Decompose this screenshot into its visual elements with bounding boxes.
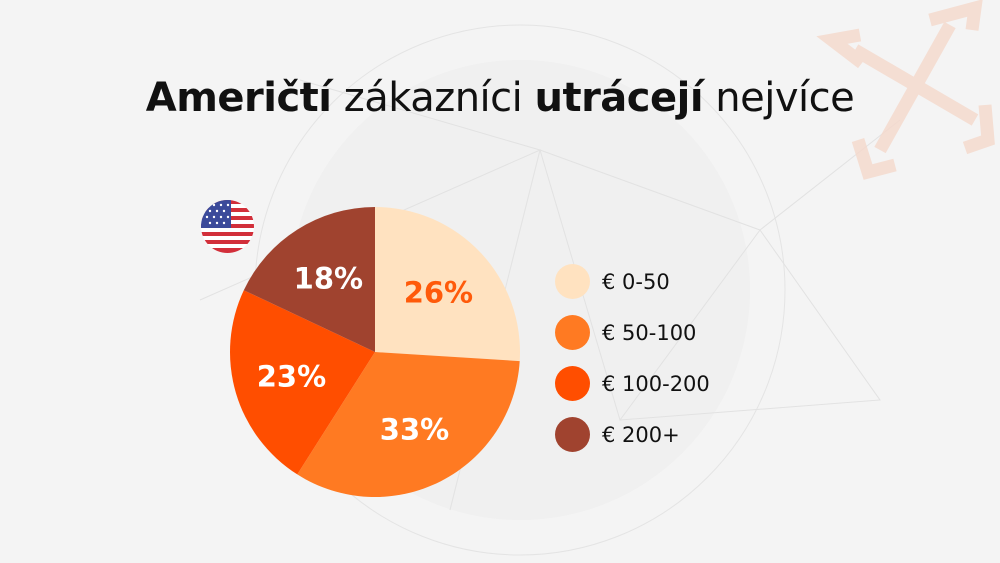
pie-slice <box>229 290 375 475</box>
legend-swatch <box>555 315 590 350</box>
slice-label: 33% <box>380 413 449 447</box>
legend-label: € 50-100 <box>602 320 697 345</box>
pie-slice <box>243 207 375 352</box>
legend-item: € 50-100 <box>555 307 710 358</box>
legend-label: € 100-200 <box>602 371 710 396</box>
chart-title: Američtí zákazníci utrácejí nejvíce <box>0 74 1000 122</box>
legend-label: € 200+ <box>602 422 680 447</box>
legend-swatch <box>555 366 590 401</box>
title-bold-2: utrácejí <box>534 75 704 121</box>
legend-item: € 0-50 <box>555 256 710 307</box>
legend: € 0-50 € 50-100 € 100-200 € 200+ <box>555 256 710 460</box>
legend-swatch <box>555 264 590 299</box>
slice-label: 26% <box>404 275 473 309</box>
legend-item: € 200+ <box>555 409 710 460</box>
legend-item: € 100-200 <box>555 358 710 409</box>
slice-label: 23% <box>257 359 326 393</box>
logo-watermark <box>816 0 995 180</box>
pie-slice <box>297 352 520 498</box>
title-regular-2: nejvíce <box>715 75 855 121</box>
title-bold-1: Američtí <box>145 75 332 121</box>
slice-label: 18% <box>294 262 363 296</box>
pie-slice <box>375 207 520 362</box>
title-regular-1: zákazníci <box>343 75 523 121</box>
legend-label: € 0-50 <box>602 269 670 294</box>
legend-swatch <box>555 417 590 452</box>
